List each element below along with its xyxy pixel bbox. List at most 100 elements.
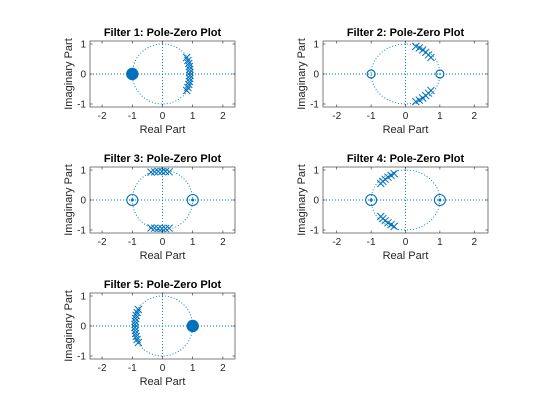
pole-marker — [185, 62, 194, 71]
pole-marker — [184, 56, 192, 65]
pole-zero-axes-5: -2 -1 0 1 2 -1 0 1 Filter 5: Pole-Zero Plot Real … — [63, 279, 236, 388]
y-tick-label: 1 — [313, 40, 319, 51]
y-tick-label: -1 — [77, 352, 86, 363]
pole-marker — [186, 68, 194, 77]
x-tick-label: 0 — [160, 111, 166, 122]
plot-area — [90, 293, 235, 359]
y-tick-label: 1 — [80, 292, 86, 303]
zero-marker — [186, 193, 199, 207]
chart-title: Filter 1: Pole-Zero Plot — [104, 27, 222, 39]
x-tick-label: -2 — [332, 111, 341, 122]
plot-area — [90, 167, 235, 233]
x-axis-label: Real Part — [140, 124, 186, 136]
pole-marker — [133, 308, 141, 317]
pole-marker — [165, 224, 173, 233]
pole-marker — [132, 332, 141, 341]
y-axis-label: Imaginary Part — [63, 38, 75, 110]
y-tick-label: -1 — [77, 226, 86, 237]
pole-marker — [158, 224, 166, 233]
y-axis-label: Imaginary Part — [296, 164, 308, 236]
x-tick-label: -1 — [128, 111, 137, 122]
pole-marker — [376, 179, 385, 188]
plot-area — [323, 167, 488, 233]
y-tick-label: -1 — [310, 226, 319, 237]
pole-marker — [161, 167, 170, 176]
pole-marker — [185, 77, 194, 86]
zero-marker — [126, 193, 139, 207]
x-tick-label: 0 — [403, 111, 409, 122]
zero-ring — [126, 193, 139, 207]
y-tick-label: -1 — [77, 100, 86, 111]
chart-title: Filter 5: Pole-Zero Plot — [104, 279, 222, 291]
x-tick-label: -2 — [98, 111, 107, 122]
x-tick-label: 0 — [160, 363, 166, 374]
y-axis-label: Imaginary Part — [296, 38, 308, 110]
pole-marker — [427, 53, 435, 62]
zero-ring — [191, 198, 195, 202]
pole-marker — [147, 224, 155, 232]
zero-marker — [365, 193, 378, 207]
zero-ring — [438, 198, 442, 202]
pole-marker — [186, 71, 194, 80]
zero-ring — [130, 198, 134, 202]
zero-marker — [126, 67, 139, 81]
y-tick-label: 1 — [80, 166, 86, 177]
x-tick-label: 1 — [190, 111, 196, 122]
pole-marker — [154, 224, 163, 233]
x-tick-label: 0 — [403, 237, 409, 248]
plot-area — [323, 41, 488, 107]
pole-marker — [134, 338, 143, 347]
x-tick-label: -2 — [332, 237, 341, 248]
zero-marker — [366, 69, 376, 79]
x-tick-label: 1 — [190, 237, 196, 248]
pole-marker — [131, 329, 140, 338]
zero-ring — [433, 193, 446, 207]
unit-circle — [370, 169, 441, 231]
x-tick-label: 2 — [471, 111, 477, 122]
zero-marker — [435, 69, 445, 79]
zero-ring — [365, 193, 378, 207]
zero-marker — [186, 319, 199, 333]
chart-title: Filter 4: Pole-Zero Plot — [347, 153, 465, 165]
pole-marker — [158, 167, 166, 176]
x-axis-label: Real Part — [140, 250, 186, 262]
x-tick-label: -1 — [128, 363, 137, 374]
x-tick-label: -2 — [98, 237, 107, 248]
y-tick-label: 0 — [313, 196, 319, 207]
x-tick-label: 2 — [220, 237, 226, 248]
y-tick-label: 0 — [80, 196, 86, 207]
pole-marker — [161, 224, 170, 233]
zero-ring — [191, 324, 195, 328]
pole-marker — [184, 80, 193, 89]
y-tick-label: 0 — [80, 322, 86, 333]
y-tick-label: 0 — [313, 70, 319, 81]
pole-zero-axes-4: -2 -1 0 1 2 -1 0 1 Filter 4: Pole-Zero Plot Real … — [296, 153, 489, 262]
x-tick-label: 2 — [220, 111, 226, 122]
pole-marker — [150, 224, 159, 233]
y-tick-label: -1 — [310, 100, 319, 111]
pole-marker — [182, 86, 191, 95]
x-tick-label: 0 — [160, 237, 166, 248]
y-tick-label: 0 — [80, 70, 86, 81]
zero-ring — [369, 198, 373, 202]
x-tick-label: -1 — [367, 111, 376, 122]
pole-zero-axes-2: -2 -1 0 1 2 -1 0 1 Filter 2: Pole-Zero Plot Real … — [296, 27, 489, 136]
pole-marker — [165, 167, 173, 176]
y-axis-label: Imaginary Part — [63, 290, 75, 362]
y-tick-label: 1 — [313, 166, 319, 177]
pole-marker — [376, 212, 385, 221]
pole-marker — [147, 168, 155, 176]
x-tick-label: 2 — [220, 363, 226, 374]
zero-ring — [130, 72, 134, 76]
zero-marker — [433, 193, 446, 207]
pole-marker — [150, 167, 159, 176]
x-tick-label: -1 — [128, 237, 137, 248]
plot-area — [90, 41, 235, 107]
pole-marker — [131, 323, 139, 332]
x-tick-label: 1 — [437, 111, 443, 122]
pole-marker — [415, 96, 424, 104]
pole-marker — [154, 167, 163, 176]
pole-marker — [415, 44, 424, 52]
x-axis-label: Real Part — [140, 376, 186, 388]
